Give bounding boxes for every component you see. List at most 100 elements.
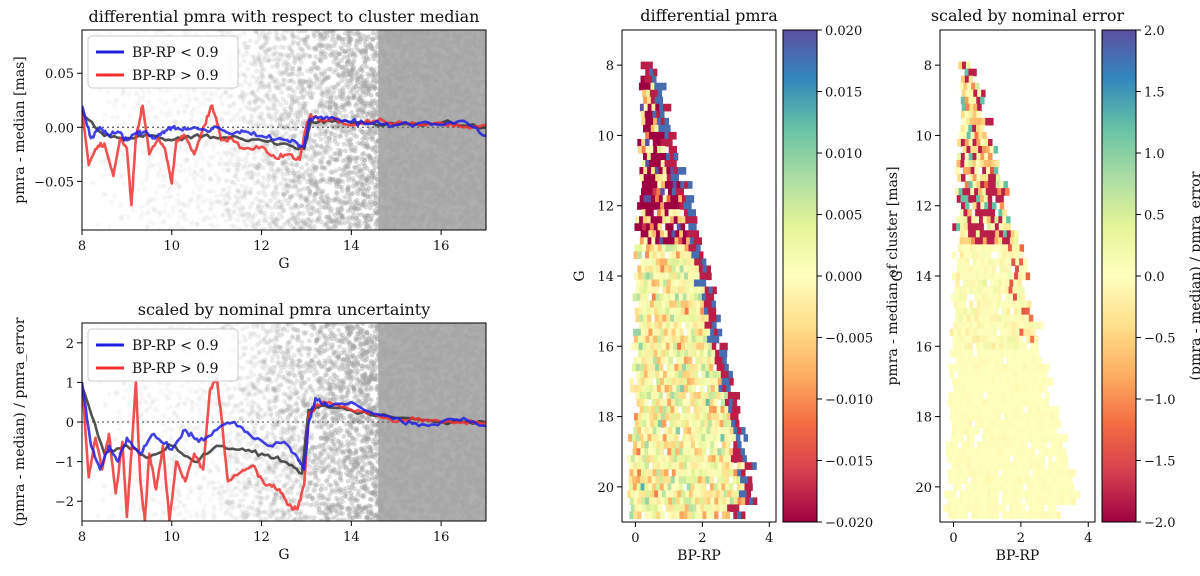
star-point bbox=[240, 184, 245, 189]
star-point bbox=[306, 84, 311, 89]
star-point bbox=[498, 28, 503, 33]
star-point bbox=[235, 218, 240, 223]
star-point bbox=[199, 149, 204, 154]
star-point bbox=[184, 178, 189, 183]
star-point bbox=[301, 119, 306, 124]
star-point bbox=[488, 156, 493, 161]
star-point bbox=[257, 114, 262, 119]
star-point bbox=[317, 43, 322, 48]
star-point bbox=[350, 67, 355, 72]
star-point bbox=[235, 168, 240, 173]
star-point bbox=[183, 159, 188, 164]
star-point bbox=[345, 61, 350, 66]
star-point bbox=[497, 119, 502, 124]
star-point bbox=[487, 217, 492, 222]
star-point bbox=[242, 189, 247, 194]
star-point bbox=[495, 103, 500, 108]
star-point bbox=[115, 115, 120, 120]
star-point bbox=[368, 169, 373, 174]
star-point bbox=[497, 89, 502, 94]
star-point bbox=[363, 101, 368, 106]
star-point bbox=[201, 218, 206, 223]
star-point bbox=[304, 169, 309, 174]
star-point bbox=[500, 83, 505, 88]
star-point bbox=[492, 86, 497, 91]
star-point bbox=[486, 151, 491, 156]
star-point bbox=[340, 114, 345, 119]
star-point bbox=[497, 33, 502, 38]
star-point bbox=[251, 216, 256, 221]
star-point bbox=[501, 58, 506, 63]
star-point bbox=[504, 199, 509, 204]
star-point bbox=[493, 125, 498, 130]
star-point bbox=[488, 85, 493, 90]
star-point bbox=[273, 202, 278, 207]
star-point bbox=[500, 50, 505, 55]
star-point bbox=[501, 40, 506, 45]
star-point bbox=[185, 104, 190, 109]
star-point bbox=[361, 55, 366, 60]
star-point bbox=[495, 42, 500, 47]
star-point bbox=[493, 138, 498, 143]
star-point bbox=[498, 31, 503, 36]
star-point bbox=[490, 112, 495, 117]
star-point bbox=[242, 195, 247, 200]
star-point bbox=[486, 36, 491, 41]
star-point bbox=[200, 200, 205, 205]
star-point bbox=[497, 162, 502, 167]
star-point bbox=[163, 101, 168, 106]
star-point bbox=[489, 94, 494, 99]
star-point bbox=[270, 164, 275, 169]
star-point bbox=[334, 168, 339, 173]
star-point bbox=[267, 47, 272, 52]
star-point bbox=[493, 197, 498, 202]
star-point bbox=[308, 212, 313, 217]
star-point bbox=[372, 198, 377, 203]
star-point bbox=[492, 123, 497, 128]
star-point bbox=[498, 224, 503, 229]
star-point bbox=[487, 29, 492, 34]
star-point bbox=[187, 199, 192, 204]
star-point bbox=[158, 88, 163, 93]
star-point bbox=[501, 88, 506, 93]
star-point bbox=[493, 173, 498, 178]
star-point bbox=[487, 188, 492, 193]
star-point bbox=[496, 172, 501, 177]
star-point bbox=[365, 37, 370, 42]
star-point bbox=[343, 42, 348, 47]
star-point bbox=[326, 205, 331, 210]
star-point bbox=[486, 85, 491, 90]
star-point bbox=[206, 160, 211, 165]
star-point bbox=[162, 209, 167, 214]
star-point bbox=[487, 98, 492, 103]
star-point bbox=[499, 71, 504, 76]
star-point bbox=[502, 57, 507, 62]
star-point bbox=[296, 41, 301, 46]
star-point bbox=[253, 100, 258, 105]
star-point bbox=[499, 71, 504, 76]
star-point bbox=[300, 174, 305, 179]
star-point bbox=[487, 110, 492, 115]
star-point bbox=[210, 201, 215, 206]
star-point bbox=[339, 58, 344, 63]
star-point bbox=[168, 112, 173, 117]
star-point bbox=[217, 163, 222, 168]
star-point bbox=[369, 66, 374, 71]
star-point bbox=[257, 219, 262, 224]
star-point bbox=[103, 159, 108, 164]
star-point bbox=[299, 165, 304, 170]
star-point bbox=[499, 147, 504, 152]
star-point bbox=[486, 55, 491, 60]
star-point bbox=[107, 224, 112, 229]
star-point bbox=[227, 94, 232, 99]
star-point bbox=[489, 82, 494, 87]
star-point bbox=[487, 106, 492, 111]
star-point bbox=[498, 157, 503, 162]
star-point bbox=[491, 148, 496, 153]
star-point bbox=[490, 148, 495, 153]
star-point bbox=[488, 161, 493, 166]
star-point bbox=[492, 200, 497, 205]
star-point bbox=[141, 89, 146, 94]
star-point bbox=[496, 74, 501, 79]
star-point bbox=[332, 151, 337, 156]
